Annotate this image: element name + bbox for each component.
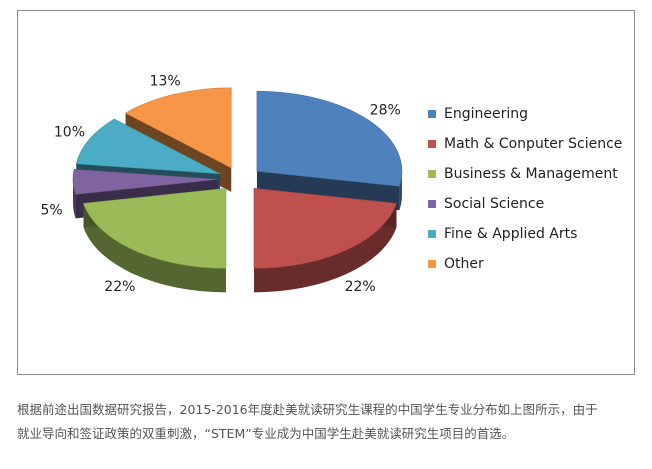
slice-social-science <box>72 169 219 195</box>
legend-label: Other <box>444 256 484 272</box>
slice-fine-applied-arts <box>75 118 221 175</box>
legend-swatch <box>428 140 436 148</box>
slice-wall-math-conputer-science <box>254 203 397 293</box>
legend-swatch <box>428 230 436 238</box>
legend-label: Business & Management <box>444 166 618 182</box>
chart-legend: Engineering Math & Conputer Science Busine… <box>428 99 622 279</box>
legend-swatch <box>428 200 436 208</box>
legend-label: Fine & Applied Arts <box>444 226 578 242</box>
legend-item: Math & Conputer Science <box>428 129 622 159</box>
value-label: 22% <box>345 279 376 295</box>
legend-item: Engineering <box>428 99 622 129</box>
slice-engineering <box>256 90 403 187</box>
pie-chart: 28% 22% 22% 5% 10% 13% <box>40 74 403 295</box>
legend-item: Social Science <box>428 189 622 219</box>
value-label: 13% <box>150 74 181 90</box>
slice-wall-social-science <box>73 179 76 219</box>
legend-item: Other <box>428 249 622 279</box>
legend-swatch <box>428 260 436 268</box>
legend-swatch <box>428 170 436 178</box>
caption-line-2: 就业导向和签证政策的双重刺激，“STEM”专业成为中国学生赴美就读研究生项目的首… <box>17 426 515 441</box>
legend-label: Math & Conputer Science <box>444 136 623 152</box>
legend-swatch <box>428 110 436 118</box>
caption: 根据前途出国数据研究报告，2015-2016年度赴美就读研究生课程的中国学生专业… <box>17 398 637 446</box>
slice-math-conputer-science <box>253 188 397 269</box>
slice-wall-engineering <box>399 171 402 211</box>
value-label: 5% <box>40 202 62 218</box>
slice-wall-business-management <box>83 203 226 293</box>
legend-label: Social Science <box>444 196 545 212</box>
legend-item: Fine & Applied Arts <box>428 219 622 249</box>
value-label: 10% <box>54 125 85 141</box>
legend-item: Business & Management <box>428 159 622 189</box>
slice-business-management <box>83 188 227 269</box>
caption-line-1: 根据前途出国数据研究报告，2015-2016年度赴美就读研究生课程的中国学生专业… <box>17 402 598 417</box>
chart-frame: 28% 22% 22% 5% 10% 13% Engineering Math & Conp… <box>17 10 635 375</box>
legend-label: Engineering <box>444 106 528 122</box>
slice-other <box>124 87 232 169</box>
value-label: 22% <box>104 279 135 295</box>
value-label: 28% <box>370 103 401 119</box>
